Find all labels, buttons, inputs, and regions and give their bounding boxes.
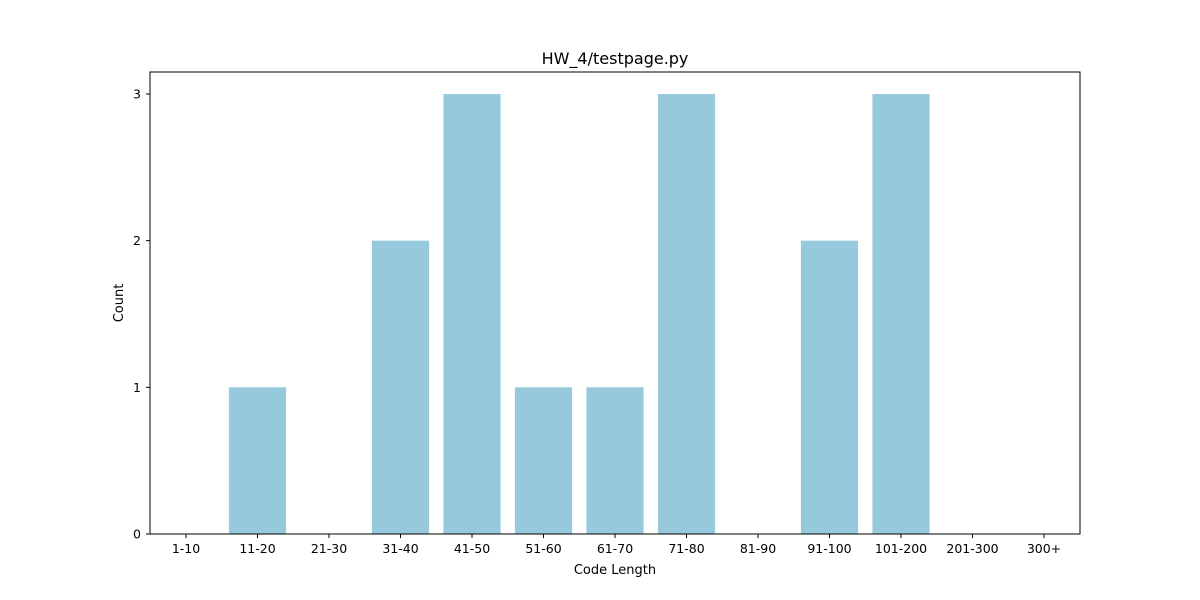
x-tick-label: 31-40 — [382, 541, 418, 556]
bar-61-70 — [586, 387, 644, 534]
y-tick-label: 0 — [133, 527, 141, 542]
x-tick-label: 101-200 — [875, 541, 927, 556]
y-axis-label: Count — [112, 284, 127, 323]
bar-51-60 — [514, 387, 573, 534]
bar-101-200 — [872, 94, 930, 534]
x-tick-label: 1-10 — [172, 541, 200, 556]
bar-91-100 — [800, 240, 859, 535]
bar-71-80 — [657, 94, 716, 534]
y-tick-label: 1 — [133, 380, 141, 395]
bar-11-20 — [228, 387, 287, 534]
x-tick-label: 61-70 — [597, 541, 633, 556]
y-tick-label: 2 — [133, 233, 141, 248]
y-axis: 0 1 2 3 — [133, 87, 150, 542]
x-tick-label: 11-20 — [239, 541, 275, 556]
bars-group — [228, 94, 930, 535]
chart-title: HW_4/testpage.py — [542, 49, 689, 69]
x-tick-label: 41-50 — [454, 541, 490, 556]
y-tick-label: 3 — [133, 87, 141, 102]
x-tick-label: 91-100 — [807, 541, 851, 556]
x-tick-label: 51-60 — [525, 541, 561, 556]
x-tick-label: 21-30 — [311, 541, 347, 556]
bar-31-40 — [371, 240, 430, 535]
bar-41-50 — [443, 94, 501, 534]
x-tick-label: 71-80 — [668, 541, 704, 556]
x-tick-label: 300+ — [1027, 541, 1061, 556]
x-axis: 1-10 11-20 21-30 31-40 41-50 51-60 61-70 71-80 8… — [172, 534, 1061, 556]
x-axis-label: Code Length — [574, 563, 656, 578]
x-tick-label: 201-300 — [946, 541, 998, 556]
x-tick-label: 81-90 — [740, 541, 776, 556]
